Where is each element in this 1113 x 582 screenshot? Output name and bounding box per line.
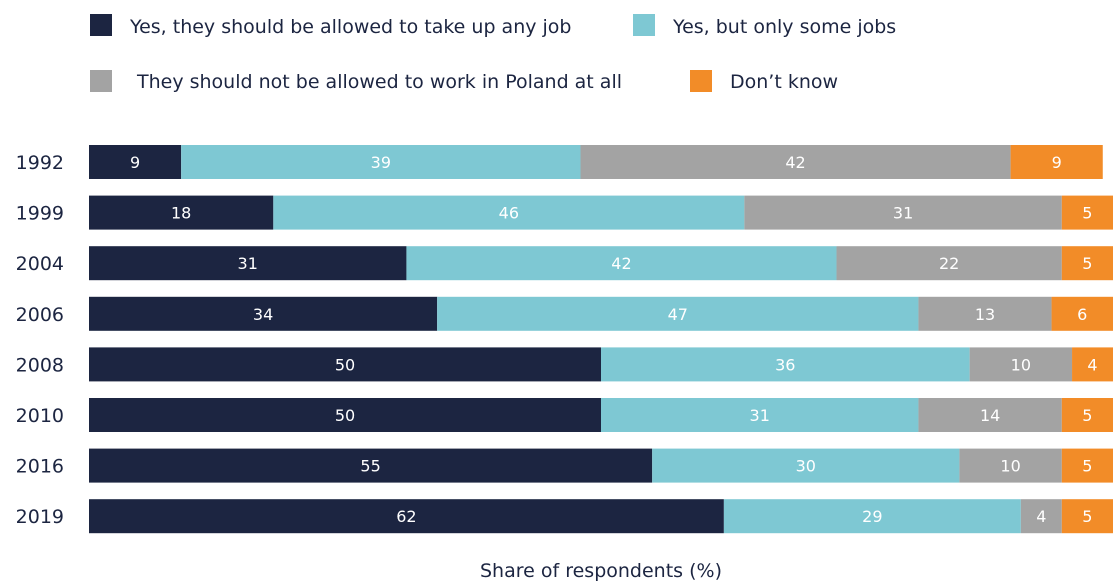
data-label: 22 <box>939 254 959 273</box>
x-axis-label: Share of respondents (%) <box>480 560 722 582</box>
data-label: 18 <box>171 204 191 223</box>
bar-segment <box>1061 398 1113 432</box>
data-label: 55 <box>360 457 380 476</box>
legend-swatch <box>690 70 712 92</box>
data-label: 9 <box>130 153 140 172</box>
data-label: 36 <box>775 355 795 374</box>
legend-item: They should not be allowed to work in Po… <box>136 71 622 93</box>
bar-segment <box>406 246 837 281</box>
data-label: 4 <box>1087 355 1097 374</box>
data-label: 13 <box>975 305 995 324</box>
bar-segment <box>1061 195 1113 230</box>
data-label: 30 <box>796 457 816 476</box>
year-label: 1999 <box>16 203 64 225</box>
data-label: 5 <box>1082 406 1092 425</box>
year-label: 2019 <box>16 506 64 528</box>
bar-segment <box>1072 347 1113 382</box>
year-label: 2016 <box>16 456 64 478</box>
bar-segment <box>89 296 438 331</box>
data-label: 50 <box>335 355 355 374</box>
data-label: 46 <box>499 204 519 223</box>
data-label: 31 <box>750 406 770 425</box>
data-label: 5 <box>1082 204 1092 223</box>
data-label: 31 <box>893 204 913 223</box>
bar-segment <box>181 145 581 179</box>
bar-segment <box>437 296 919 331</box>
year-label: 2004 <box>16 253 64 275</box>
bar-segment <box>601 398 919 432</box>
data-label: 14 <box>980 406 1000 425</box>
bar-segment <box>1061 499 1113 534</box>
data-label: 5 <box>1082 457 1092 476</box>
bar-segment <box>1061 246 1113 281</box>
bar-segment <box>1051 296 1113 331</box>
data-label: 5 <box>1082 507 1092 526</box>
legend-item: Yes, they should be allowed to take up a… <box>129 16 571 38</box>
year-label: 2008 <box>16 354 64 376</box>
data-label: 29 <box>862 507 882 526</box>
data-label: 31 <box>238 254 258 273</box>
bar-segment <box>273 195 745 230</box>
bar-segment <box>89 145 182 179</box>
legend-swatch <box>90 70 112 92</box>
legend: Yes, they should be allowed to take up a… <box>90 14 896 93</box>
legend-swatch <box>633 14 655 36</box>
data-label: 10 <box>1011 355 1031 374</box>
bar-segment <box>601 347 970 382</box>
data-label: 9 <box>1052 153 1062 172</box>
data-label: 34 <box>253 305 273 324</box>
bar-segment <box>918 398 1062 432</box>
data-label: 39 <box>371 153 391 172</box>
bar-segment <box>89 398 601 432</box>
year-label: 2006 <box>16 304 64 326</box>
bar-segment <box>959 448 1062 483</box>
bar-segment <box>1020 499 1062 534</box>
legend-item: Don’t know <box>730 71 838 93</box>
year-axis: 1992 1999 2004 2006 2008 2010 2016 2019 <box>16 152 64 528</box>
data-label: 42 <box>785 153 805 172</box>
bar-segment <box>89 246 407 281</box>
bars: 9 39 42 918 46 31 531 42 22 534 47 13 650 36 10 450 31 14… <box>89 145 1113 534</box>
bar-segment <box>89 347 601 382</box>
data-label: 62 <box>396 507 416 526</box>
data-label: 47 <box>668 305 688 324</box>
legend-item: Yes, but only some jobs <box>672 16 896 38</box>
data-label: 50 <box>335 406 355 425</box>
bar-segment <box>918 296 1052 331</box>
bar-segment <box>89 499 724 534</box>
bar-segment <box>723 499 1021 534</box>
data-label: 42 <box>611 254 631 273</box>
bar-segment <box>89 195 274 230</box>
bar-segment <box>836 246 1062 281</box>
bar-segment <box>1010 145 1103 179</box>
bar-segment <box>580 145 1011 179</box>
bar-segment <box>1061 448 1113 483</box>
data-label: 4 <box>1036 507 1046 526</box>
year-label: 2010 <box>16 405 64 427</box>
legend-swatch <box>90 14 112 36</box>
bar-segment <box>652 448 960 483</box>
data-label: 5 <box>1082 254 1092 273</box>
bar-segment <box>744 195 1062 230</box>
data-label: 6 <box>1077 305 1087 324</box>
bar-segment <box>969 347 1073 382</box>
bar-segment <box>89 448 653 483</box>
year-label: 1992 <box>16 152 64 174</box>
data-label: 10 <box>1000 457 1020 476</box>
